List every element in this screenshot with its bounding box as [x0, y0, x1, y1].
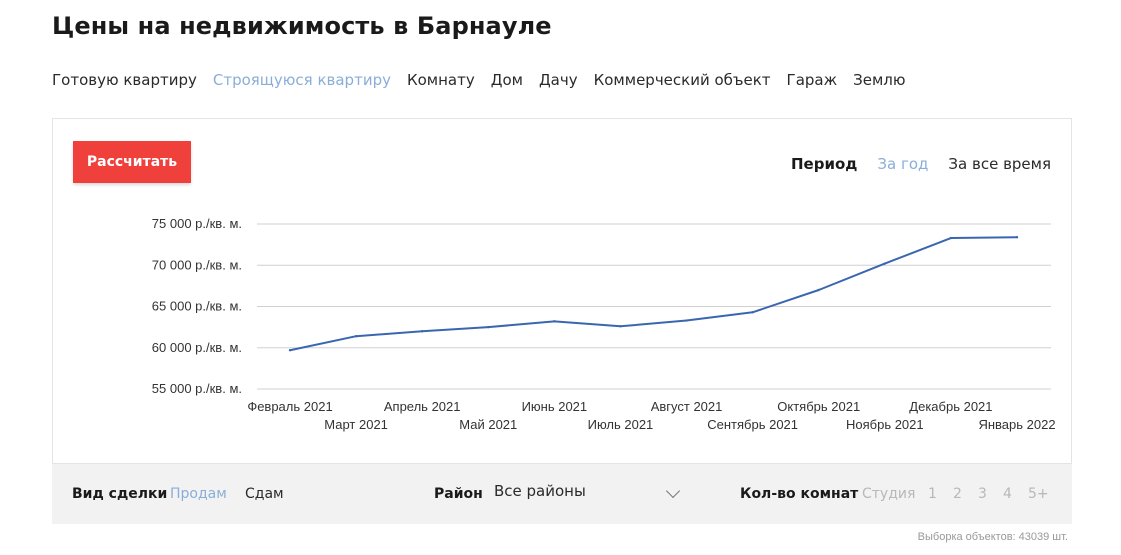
property-type-ready-apartment[interactable]: Готовую квартиру — [52, 71, 197, 89]
district-select[interactable]: Все районы — [494, 482, 681, 508]
property-type-room[interactable]: Комнату — [406, 71, 475, 89]
district-label: Район — [434, 486, 483, 502]
rooms-option-2[interactable]: 2 — [953, 486, 962, 502]
period-option-all-time[interactable]: За все время — [948, 155, 1051, 173]
property-type-commercial[interactable]: Коммерческий объект — [593, 71, 771, 89]
property-type-new-apartment[interactable]: Строящуюся квартиру — [212, 71, 391, 89]
rooms-option-5plus[interactable]: 5+ — [1028, 486, 1049, 502]
deal-type-option-sell[interactable]: Продам — [170, 486, 227, 502]
sample-count: Выборка объектов: 43039 шт. — [917, 531, 1068, 543]
page-title: Цены на недвижимость в Барнауле — [52, 12, 552, 40]
chart-card: Рассчитать Период За год За все время — [52, 118, 1072, 464]
rooms-label: Кол-во комнат — [740, 486, 859, 502]
period-selector: Период За год За все время — [791, 155, 1051, 173]
rooms-option-4[interactable]: 4 — [1003, 486, 1012, 502]
calculate-button[interactable]: Рассчитать — [73, 141, 191, 183]
property-type-nav: Готовую квартиру Строящуюся квартиру Комна… — [52, 71, 922, 89]
property-type-dacha[interactable]: Дачу — [538, 71, 578, 89]
deal-type-option-rent[interactable]: Сдам — [245, 486, 284, 502]
rooms-option-3[interactable]: 3 — [978, 486, 987, 502]
period-option-year[interactable]: За год — [877, 155, 929, 173]
property-type-garage[interactable]: Гараж — [786, 71, 838, 89]
filter-bar: Вид сделки Продам Сдам Район Все районы … — [52, 464, 1072, 524]
period-label: Период — [790, 155, 858, 173]
property-type-house[interactable]: Дом — [490, 71, 523, 89]
district-value: Все районы — [494, 482, 586, 500]
property-type-land[interactable]: Землю — [853, 71, 906, 89]
deal-type-label: Вид сделки — [72, 486, 168, 502]
rooms-option-1[interactable]: 1 — [928, 486, 937, 502]
chevron-down-icon — [665, 483, 681, 499]
rooms-option-studio[interactable]: Студия — [862, 486, 916, 502]
